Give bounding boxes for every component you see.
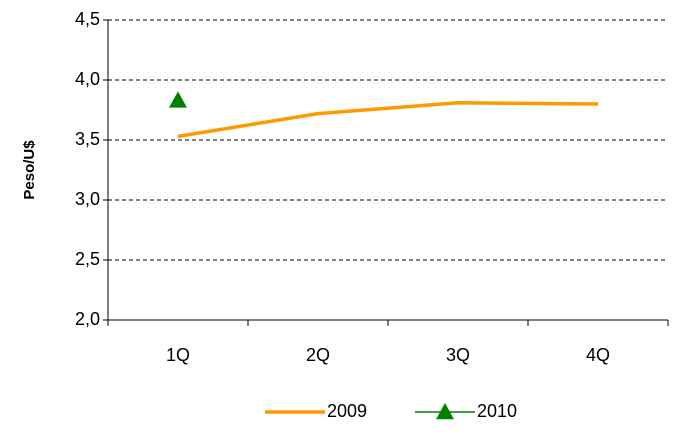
y-tick-label: 3,0 [75, 189, 100, 209]
legend-marker [436, 403, 454, 420]
y-tick-label: 2,0 [75, 309, 100, 329]
y-tick-label: 2,5 [75, 249, 100, 269]
y-tick-label: 4,0 [75, 69, 100, 89]
y-tick-label: 3,5 [75, 129, 100, 149]
series-line [177, 101, 599, 139]
marker [169, 91, 187, 108]
x-tick-label: 3Q [446, 345, 470, 365]
legend-label: 2010 [477, 401, 517, 421]
x-tick-label: 4Q [586, 345, 610, 365]
x-tick-label: 1Q [166, 345, 190, 365]
y-tick-label: 4,5 [75, 9, 100, 29]
y-axis-label: Peso/U$ [21, 140, 38, 200]
legend-label: 2009 [327, 401, 367, 421]
x-tick-label: 2Q [306, 345, 330, 365]
